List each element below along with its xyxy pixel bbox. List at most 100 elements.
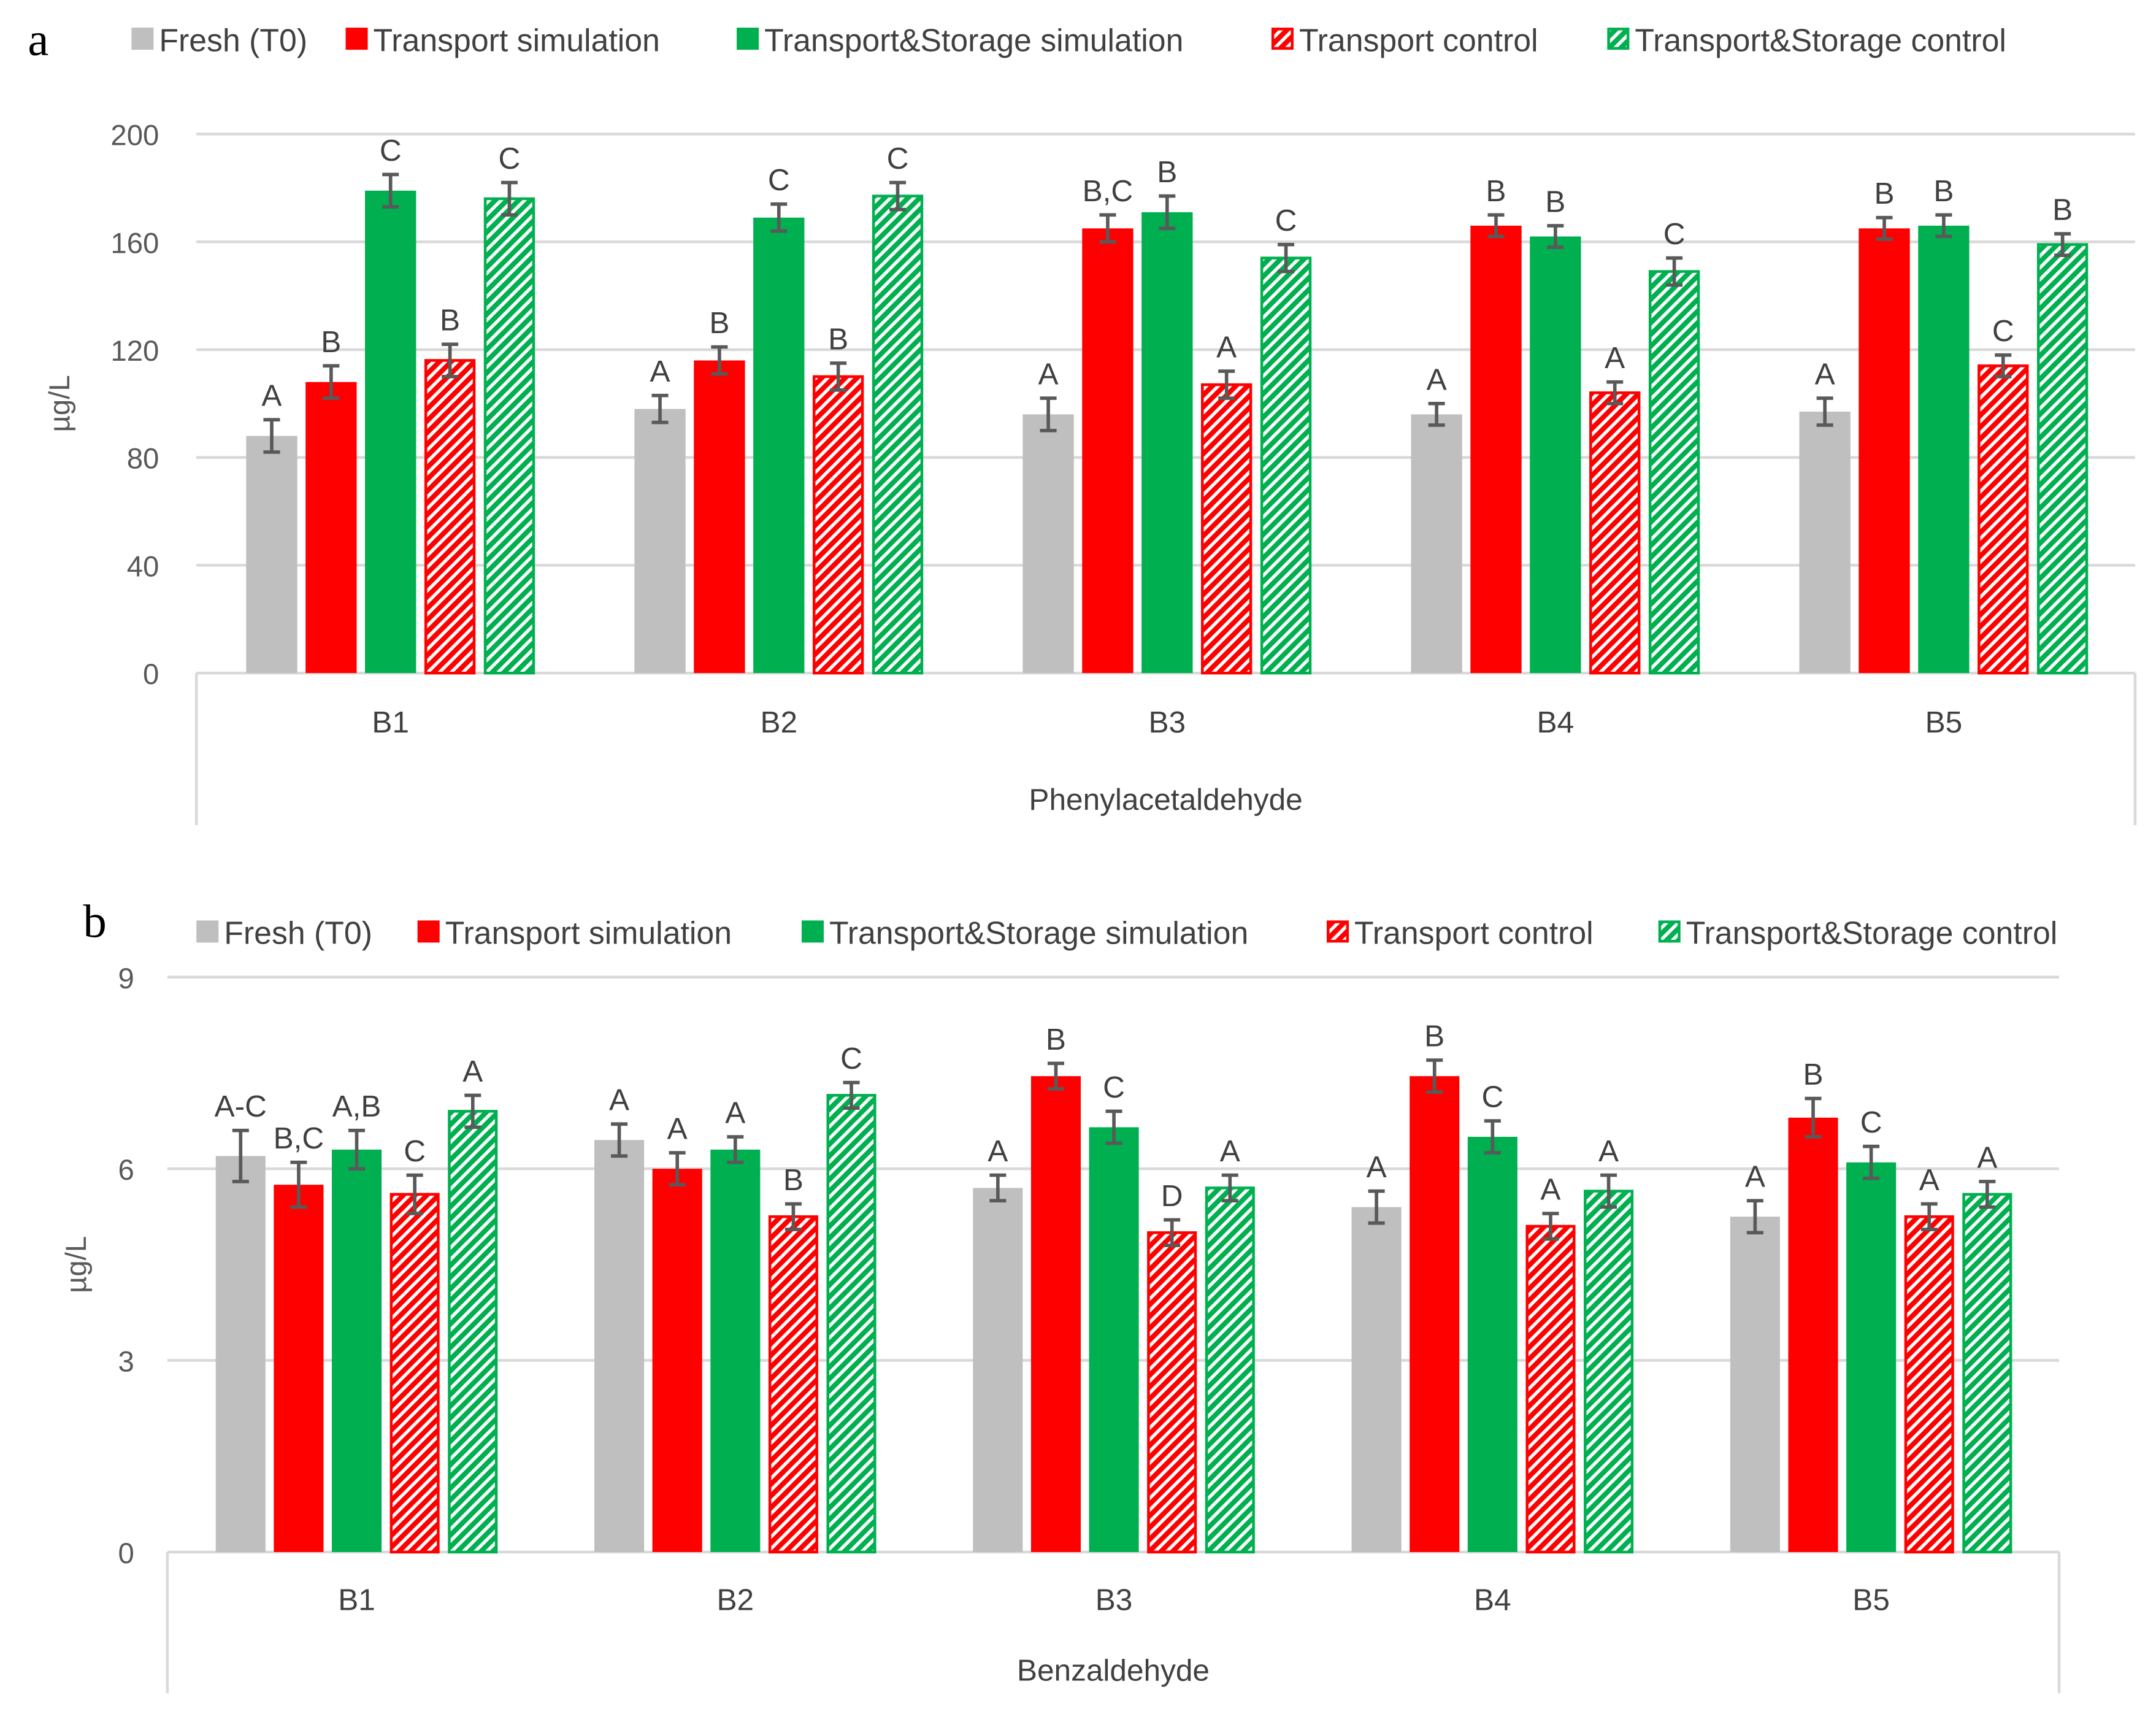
bar <box>753 217 805 674</box>
significance-letter: B,C <box>1083 174 1134 208</box>
x-tick-label: B4 <box>1537 705 1575 739</box>
bar <box>2036 243 2089 675</box>
bar <box>246 436 297 674</box>
significance-letter: A <box>1216 330 1237 364</box>
panel-label: a <box>28 13 48 66</box>
significance-letter: B <box>783 1163 804 1197</box>
significance-letter: B <box>1545 184 1565 218</box>
x-tick-label: B3 <box>1149 705 1186 739</box>
significance-letter: C <box>380 133 402 167</box>
significance-letter: A <box>1540 1172 1560 1207</box>
legend-label: Transport simulation <box>374 22 660 58</box>
x-tick-label: B2 <box>716 1583 754 1617</box>
x-tick-label: B5 <box>1925 705 1963 739</box>
bar <box>389 1193 440 1554</box>
x-tick-label: B4 <box>1474 1583 1511 1617</box>
bar <box>768 1215 818 1554</box>
bar <box>1147 1231 1197 1554</box>
significance-letter: B <box>1046 1022 1066 1056</box>
significance-letter: B <box>440 303 460 337</box>
legend-swatch <box>1327 920 1349 943</box>
bar <box>1470 225 1522 674</box>
significance-letter: B <box>828 321 848 356</box>
x-tick-label: B3 <box>1095 1583 1133 1617</box>
significance-letter: A <box>1815 357 1835 391</box>
significance-letter: A <box>609 1083 629 1117</box>
significance-letter: A <box>725 1096 745 1130</box>
y-axis-label: µg/L <box>60 1236 93 1293</box>
bar <box>1410 1076 1460 1552</box>
significance-letter: C <box>499 141 521 175</box>
significance-letter: B <box>1874 176 1894 210</box>
significance-letter: C <box>1275 203 1297 237</box>
legend-label: Transport&Storage simulation <box>829 915 1248 951</box>
y-tick-label: 0 <box>118 1537 134 1570</box>
significance-letter: A <box>1598 1134 1619 1168</box>
y-tick-label: 0 <box>143 658 159 691</box>
bar <box>331 1149 382 1552</box>
legend-label: Transport simulation <box>445 915 732 951</box>
y-tick-label: 120 <box>110 335 159 367</box>
bar <box>1530 236 1581 674</box>
significance-letter: B <box>1486 174 1506 208</box>
bar <box>973 1188 1023 1552</box>
y-tick-label: 6 <box>118 1154 134 1186</box>
legend-label: Transport&Storage simulation <box>764 22 1183 58</box>
bar <box>1082 228 1134 674</box>
bar <box>1467 1137 1517 1552</box>
significance-letter: A <box>462 1054 483 1088</box>
significance-letter: A <box>1038 357 1059 391</box>
bar <box>1022 414 1074 674</box>
y-tick-label: 9 <box>118 963 134 995</box>
bar <box>1205 1186 1255 1554</box>
significance-letter: B <box>1803 1057 1823 1091</box>
bar <box>826 1094 877 1554</box>
legend-swatch <box>345 28 368 50</box>
bar <box>1201 383 1253 675</box>
significance-letter: A <box>650 354 670 388</box>
significance-letter: B <box>1424 1019 1444 1053</box>
legend-swatch <box>131 28 154 50</box>
bar <box>634 409 686 674</box>
significance-letter: A <box>1220 1134 1240 1168</box>
significance-letter: B <box>2052 193 2073 227</box>
significance-letter: A <box>1427 362 1447 396</box>
bar <box>1846 1162 1897 1552</box>
significance-letter: A,B <box>332 1089 382 1123</box>
bar <box>1411 414 1462 674</box>
bar <box>483 197 535 675</box>
bar <box>710 1149 761 1552</box>
bar <box>872 194 924 675</box>
bar <box>1525 1225 1576 1554</box>
legend-swatch <box>737 28 759 50</box>
significance-letter: C <box>840 1041 862 1075</box>
significance-letter: A-C <box>215 1089 267 1123</box>
bar <box>1918 225 1970 674</box>
significance-letter: A <box>1367 1150 1387 1184</box>
bar <box>365 190 416 674</box>
bar <box>305 382 357 674</box>
significance-letter: B,C <box>274 1121 324 1155</box>
significance-letter: C <box>404 1134 426 1168</box>
bar <box>1730 1217 1780 1552</box>
y-tick-label: 40 <box>127 550 159 583</box>
significance-letter: A <box>667 1112 688 1146</box>
legend-swatch <box>1658 920 1681 943</box>
significance-letter: A <box>1605 340 1625 375</box>
significance-letter: B <box>1933 174 1954 208</box>
bar <box>594 1140 645 1552</box>
x-tick-label: B5 <box>1852 1583 1890 1617</box>
legend-label: Transport&Storage control <box>1635 22 2006 58</box>
legend-label: Fresh (T0) <box>224 915 372 951</box>
bar <box>448 1110 498 1554</box>
bar <box>1648 270 1700 675</box>
x-tick-label: B1 <box>338 1583 375 1617</box>
bar <box>1788 1117 1838 1552</box>
bar <box>1584 1190 1634 1554</box>
significance-letter: A <box>1919 1163 1939 1197</box>
legend-swatch <box>417 920 440 943</box>
y-tick-label: 160 <box>110 227 159 260</box>
significance-letter: C <box>1481 1080 1503 1114</box>
bar <box>812 375 864 675</box>
